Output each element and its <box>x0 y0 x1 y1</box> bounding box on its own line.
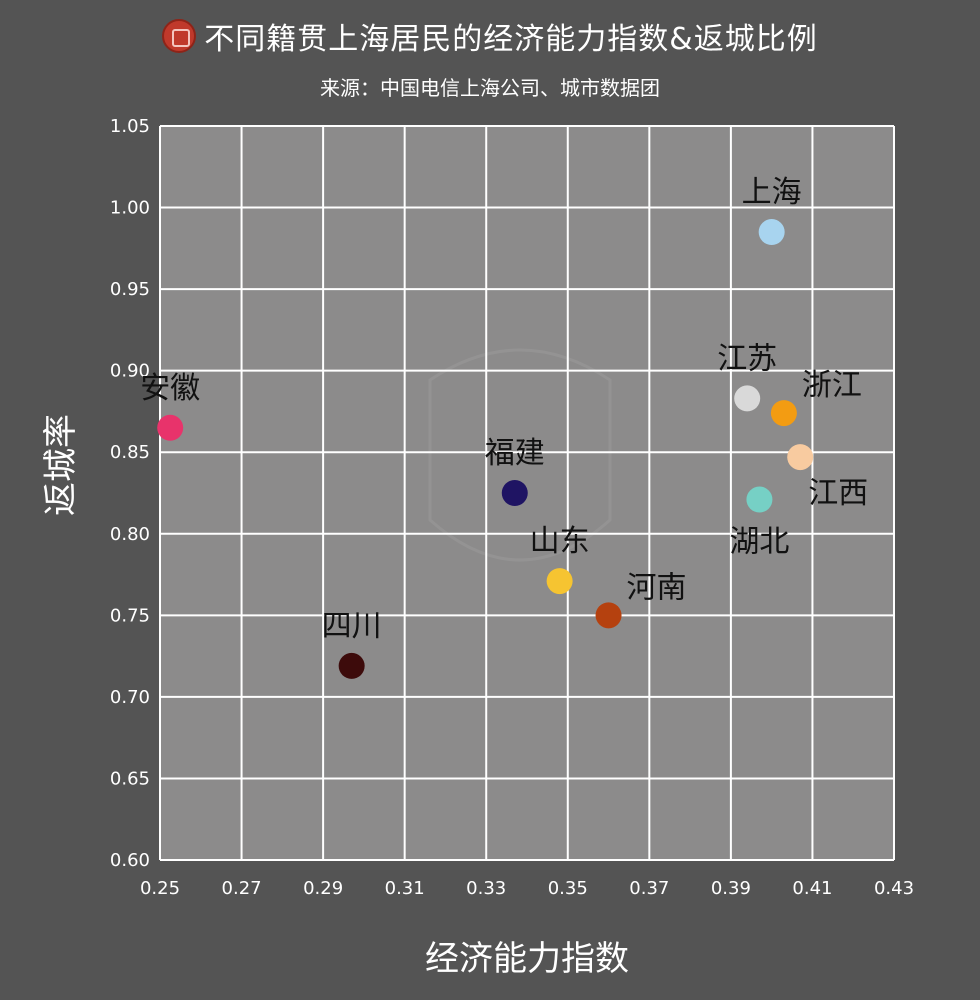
data-point-label: 河南 <box>627 570 687 605</box>
data-point-label: 山东 <box>530 524 590 559</box>
y-tick-label: 0.80 <box>110 524 150 545</box>
y-tick-label: 1.00 <box>110 198 150 219</box>
data-point-label: 安徽 <box>140 371 200 406</box>
y-tick-label: 0.95 <box>110 279 150 300</box>
data-point <box>758 219 785 246</box>
x-tick-label: 0.39 <box>711 878 751 899</box>
data-point <box>338 652 365 679</box>
chart-title: 不同籍贯上海居民的经济能力指数&返城比例 <box>204 22 818 57</box>
data-point-label: 江西 <box>808 476 868 511</box>
chart-source: 来源：中国电信上海公司、城市数据团 <box>320 76 660 100</box>
chart-header: 不同籍贯上海居民的经济能力指数&返城比例 <box>0 14 980 58</box>
y-tick-label: 0.75 <box>110 605 150 626</box>
y-tick-label: 0.70 <box>110 687 150 708</box>
x-tick-label: 0.25 <box>140 878 180 899</box>
x-tick-label: 0.43 <box>874 878 914 899</box>
data-point-label: 福建 <box>485 436 545 471</box>
data-point <box>734 385 761 412</box>
red-seal-logo-icon <box>162 19 197 53</box>
data-point-label: 湖北 <box>729 525 789 560</box>
y-tick-label: 1.05 <box>110 116 150 137</box>
x-tick-label: 0.31 <box>385 878 425 899</box>
data-point-label: 江苏 <box>717 341 777 376</box>
y-tick-label: 0.60 <box>110 850 150 871</box>
data-point-label: 四川 <box>322 609 382 644</box>
data-point <box>746 486 773 513</box>
x-tick-label: 0.33 <box>466 878 506 899</box>
x-tick-label: 0.37 <box>629 878 669 899</box>
watermark-logo <box>428 348 612 562</box>
y-tick-label: 0.65 <box>110 768 150 789</box>
data-point <box>157 414 184 441</box>
y-axis-label: 返城率 <box>41 414 81 516</box>
y-tick-label: 0.90 <box>110 361 150 382</box>
data-point-label: 浙江 <box>802 368 862 403</box>
x-tick-label: 0.41 <box>792 878 832 899</box>
x-tick-label: 0.27 <box>222 878 262 899</box>
data-point <box>595 602 622 629</box>
x-tick-label: 0.29 <box>303 878 343 899</box>
x-tick-label: 0.35 <box>548 878 588 899</box>
y-tick-label: 0.85 <box>110 442 150 463</box>
data-point-label: 上海 <box>742 175 802 210</box>
x-axis-label: 经济能力指数 <box>425 939 629 979</box>
data-point <box>546 568 573 595</box>
data-point <box>501 480 528 506</box>
data-point <box>770 400 797 427</box>
data-point <box>787 444 814 471</box>
